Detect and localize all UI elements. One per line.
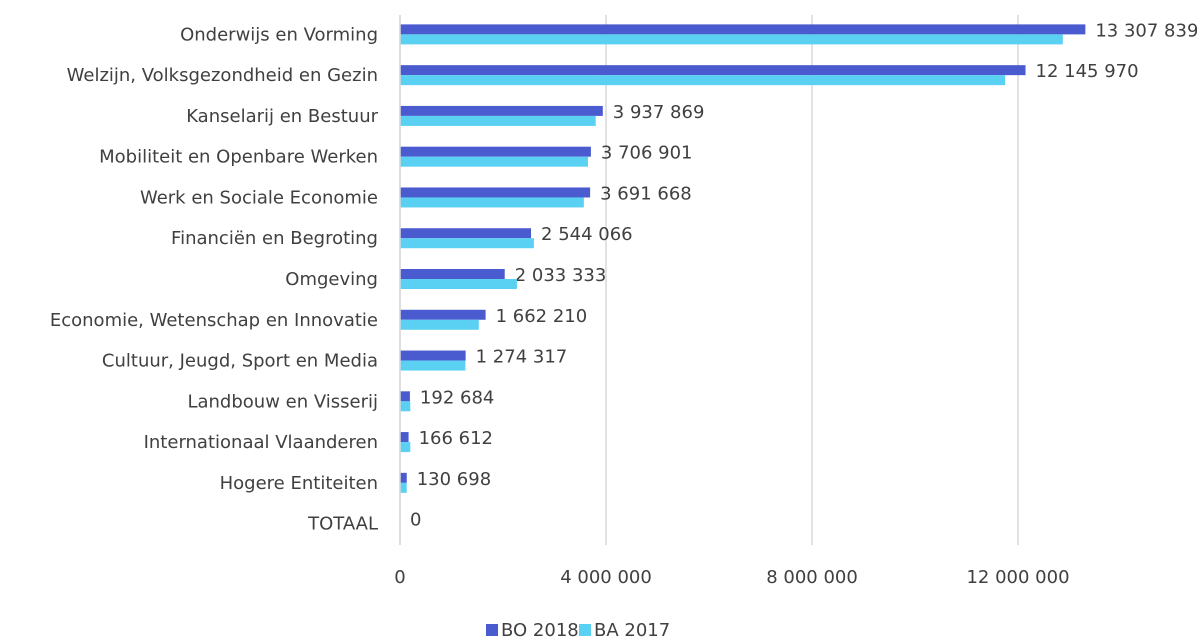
bar — [400, 432, 409, 443]
bar — [400, 197, 584, 208]
x-tick-label: 4 000 000 — [560, 567, 652, 588]
y-tick-label: Kanselarij en Bestuur — [186, 106, 378, 127]
data-label: 3 691 668 — [600, 183, 692, 204]
bar — [400, 146, 591, 157]
bar — [400, 228, 532, 239]
bar — [400, 34, 1063, 45]
bar — [400, 401, 411, 412]
x-tick-label: 0 — [394, 567, 405, 588]
data-label: 0 — [410, 510, 421, 531]
y-tick-label: Economie, Wetenschap en Innovatie — [50, 310, 378, 331]
y-tick-label: Internationaal Vlaanderen — [144, 432, 378, 453]
legend-label: BO 2018 — [501, 620, 579, 639]
bar — [400, 105, 603, 116]
bar — [400, 65, 1026, 76]
bar — [400, 309, 486, 320]
bar — [400, 24, 1086, 35]
bar — [400, 115, 596, 126]
data-label: 1 662 210 — [496, 306, 588, 327]
data-label: 192 684 — [420, 387, 494, 408]
bar — [400, 75, 1006, 86]
x-tick-label: 12 000 000 — [966, 567, 1069, 588]
y-tick-label: Financiën en Begroting — [171, 228, 378, 249]
bar — [400, 360, 466, 371]
bar — [400, 319, 479, 330]
data-label: 166 612 — [419, 428, 493, 449]
y-tick-label: TOTAAL — [307, 514, 378, 535]
bar — [400, 350, 466, 361]
y-tick-label: Hogere Entiteiten — [220, 473, 378, 494]
bar — [400, 442, 411, 453]
data-label: 3 706 901 — [601, 143, 693, 164]
legend-swatch — [579, 624, 591, 636]
bar — [400, 269, 505, 279]
data-label: 3 937 869 — [613, 102, 705, 123]
data-label: 2 033 333 — [515, 265, 607, 286]
data-label: 2 544 066 — [541, 224, 633, 245]
data-label: 130 698 — [417, 469, 491, 490]
bar — [400, 472, 407, 483]
y-tick-label: Omgeving — [285, 269, 378, 290]
y-tick-label: Welzijn, Volksgezondheid en Gezin — [67, 65, 378, 86]
data-label: 13 307 839 — [1095, 20, 1197, 41]
bar — [400, 238, 534, 249]
bar — [400, 391, 410, 402]
y-tick-label: Landbouw en Visserij — [187, 391, 378, 412]
y-tick-label: Onderwijs en Vorming — [180, 24, 378, 45]
data-label: 1 274 317 — [476, 347, 568, 368]
bar — [400, 482, 407, 493]
legend-label: BA 2017 — [594, 620, 670, 639]
legend-swatch — [486, 624, 498, 636]
y-tick-label: Werk en Sociale Economie — [140, 187, 378, 208]
bar — [400, 156, 588, 167]
x-tick-label: 8 000 000 — [766, 567, 858, 588]
y-tick-label: Cultuur, Jeugd, Sport en Media — [102, 351, 378, 372]
bar — [400, 187, 591, 198]
y-tick-label: Mobiliteit en Openbare Werken — [99, 147, 378, 168]
bar — [400, 279, 517, 289]
data-label: 12 145 970 — [1036, 61, 1139, 82]
